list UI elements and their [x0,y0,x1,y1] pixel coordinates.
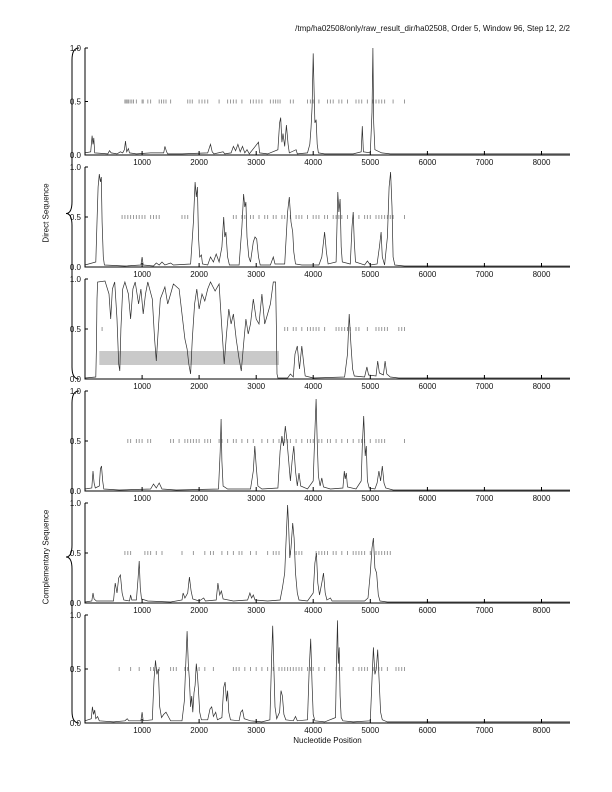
x-tick-label: 1000 [133,158,151,167]
x-tick-label: 6000 [419,158,437,167]
group-brace [65,390,80,724]
x-tick-label: 6000 [419,270,437,279]
x-tick-label: 6000 [419,726,437,735]
x-tick-label: 2000 [190,270,208,279]
x-tick-label: 5000 [361,494,379,503]
x-tick-label: 3000 [247,606,265,615]
x-tick-label: 5000 [361,726,379,735]
x-tick-label: 5000 [361,606,379,615]
x-tick-label: 5000 [361,158,379,167]
x-tick-label: 8000 [533,606,551,615]
x-tick-label: 5000 [361,382,379,391]
x-tick-label: 8000 [533,158,551,167]
y-tick-label: 0.5 [70,213,82,222]
x-tick-label: 6000 [419,606,437,615]
x-tick-label: 4000 [304,382,322,391]
x-tick-label: 6000 [419,382,437,391]
signal-line-complementary-frame-1 [84,398,570,491]
y-tick-label: 1.0 [70,611,82,620]
x-tick-label: 2000 [190,726,208,735]
x-tick-label: 7000 [476,158,494,167]
highlight-bar [99,351,279,365]
y-tick-label: 0.5 [70,325,82,334]
x-tick-label: 2000 [190,158,208,167]
axis-complementary-frame-3 [84,615,570,724]
complementary-sequence-group-label: Complementary Sequence [41,509,51,605]
x-tick-label: 1000 [133,726,151,735]
x-tick-label: 1000 [133,382,151,391]
signal-line-complementary-frame-2 [84,504,570,603]
y-tick-label: 0.5 [70,98,82,107]
y-tick-label: 0.5 [70,437,82,446]
y-tick-label: 0.0 [70,487,82,496]
x-tick-label: 3000 [247,270,265,279]
signal-line-direct-frame-1 [84,47,570,155]
x-axis-title: Nucleotide Position [293,736,362,745]
group-brace [65,47,80,380]
x-tick-label: 4000 [304,494,322,503]
y-tick-label: 0.0 [70,375,82,384]
signal-line-complementary-frame-3 [84,620,570,723]
x-tick-label: 1000 [133,494,151,503]
x-tick-label: 4000 [304,158,322,167]
x-tick-label: 4000 [304,270,322,279]
x-tick-label: 7000 [476,270,494,279]
y-tick-label: 1.0 [70,163,82,172]
signal-line-direct-frame-2 [84,171,570,267]
y-tick-label: 0.5 [70,665,82,674]
x-tick-label: 3000 [247,494,265,503]
direct-sequence-group-label: Direct Sequence [41,183,51,243]
x-tick-label: 8000 [533,382,551,391]
x-tick-label: 6000 [419,494,437,503]
x-tick-label: 8000 [533,726,551,735]
x-tick-label: 7000 [476,606,494,615]
x-tick-label: 3000 [247,382,265,391]
x-tick-label: 2000 [190,606,208,615]
y-tick-label: 0.0 [70,719,82,728]
x-tick-label: 2000 [190,494,208,503]
signal-line-direct-frame-3 [84,280,570,379]
x-tick-label: 5000 [361,270,379,279]
x-tick-label: 3000 [247,158,265,167]
x-tick-label: 4000 [304,606,322,615]
y-tick-label: 1.0 [70,499,82,508]
x-tick-label: 8000 [533,494,551,503]
y-tick-label: 0.0 [70,151,82,160]
x-tick-label: 1000 [133,606,151,615]
x-tick-label: 8000 [533,270,551,279]
x-tick-label: 7000 [476,726,494,735]
y-tick-label: 0.0 [70,599,82,608]
x-tick-label: 2000 [190,382,208,391]
x-tick-label: 1000 [133,270,151,279]
x-tick-label: 3000 [247,726,265,735]
y-tick-label: 0.5 [70,549,82,558]
y-tick-label: 1.0 [70,275,82,284]
x-tick-label: 4000 [304,726,322,735]
plot-title: /tmp/ha02508/only/raw_result_dir/ha02508… [295,24,570,33]
x-tick-label: 7000 [476,382,494,391]
y-tick-label: 0.0 [70,263,82,272]
x-tick-label: 7000 [476,494,494,503]
